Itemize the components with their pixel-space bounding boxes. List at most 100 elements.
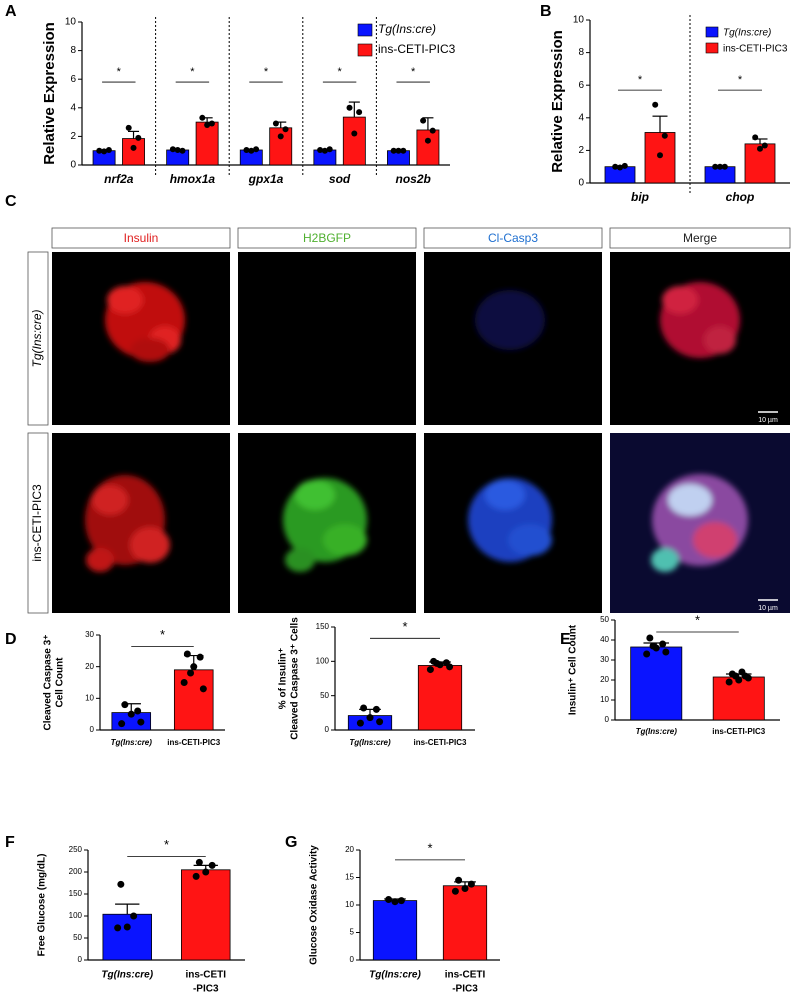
x-tick-label: ins-CETI-PIC3	[167, 738, 220, 747]
y-tick-label: 200	[69, 867, 83, 876]
annotation: *	[337, 66, 342, 78]
y-tick-label: 10	[345, 900, 354, 909]
data-point	[649, 642, 657, 650]
data-point	[717, 163, 723, 170]
y-tick-label: 8	[578, 47, 584, 58]
column-header-box	[423, 227, 603, 249]
data-point	[105, 146, 112, 153]
row-header: Tg(Ins:cre)	[30, 309, 44, 367]
y-tick-label: 15	[345, 873, 354, 882]
y-tick-label: 0	[90, 725, 95, 734]
data-point	[130, 144, 137, 151]
data-point	[282, 126, 289, 133]
data-point	[130, 912, 138, 920]
x-tick-label: nos2b	[396, 172, 431, 186]
bar	[195, 121, 219, 166]
data-point	[134, 707, 142, 715]
data-point	[360, 704, 368, 712]
data-point	[366, 714, 374, 722]
y-tick-label: 8	[70, 45, 76, 56]
y-axis-label: Cleaved Caspase 3⁺	[43, 635, 54, 731]
data-point	[643, 650, 651, 658]
y-tick-label: 250	[69, 845, 83, 854]
y-tick-label: 2	[70, 131, 76, 142]
data-point	[725, 678, 733, 686]
data-point	[420, 117, 427, 124]
data-point	[204, 121, 211, 128]
bar	[372, 900, 418, 961]
data-point	[346, 104, 353, 111]
x-tick-label: ins-CETI-PIC3	[414, 738, 467, 747]
data-point	[183, 650, 191, 658]
data-point	[187, 669, 195, 677]
data-point	[424, 137, 431, 144]
data-point	[461, 885, 469, 892]
y-tick-label: 0	[578, 178, 584, 189]
y-axis-label: Cleaved Caspase 3⁺ Cells	[290, 617, 301, 740]
annotation: *	[738, 74, 743, 86]
data-point	[179, 147, 186, 154]
data-point	[376, 718, 384, 726]
data-point	[652, 101, 659, 108]
y-tick-label: 0	[350, 955, 355, 964]
data-point	[646, 634, 654, 642]
data-point	[612, 163, 619, 170]
x-tick-label: nrf2a	[104, 172, 134, 186]
x-tick-label: -PIC3	[193, 984, 219, 995]
column-header: H2BGFP	[303, 231, 351, 245]
data-point	[326, 146, 333, 153]
column-header-box	[51, 227, 231, 249]
data-point	[752, 134, 759, 141]
bar	[102, 913, 152, 961]
annotation: *	[695, 612, 700, 627]
data-point	[659, 640, 667, 648]
data-point	[400, 147, 407, 154]
y-tick-label: 0	[325, 725, 330, 734]
data-point	[426, 666, 434, 674]
data-point	[196, 653, 204, 661]
column-header: Cl-Casp3	[488, 231, 538, 245]
data-point	[248, 147, 255, 154]
data-point	[661, 132, 668, 139]
data-point	[372, 705, 380, 713]
annotation: *	[638, 74, 643, 86]
data-point	[123, 923, 131, 931]
y-tick-label: 10	[85, 693, 94, 702]
data-point	[356, 719, 364, 727]
annotation: *	[427, 840, 432, 855]
legend-swatch	[705, 42, 719, 54]
scale-bar-label: 10 µm	[758, 605, 778, 612]
y-tick-label: 20	[85, 662, 94, 671]
bar	[442, 885, 488, 961]
panel-label: C	[5, 193, 17, 210]
bar	[122, 138, 145, 166]
data-point	[202, 868, 210, 876]
legend-swatch	[357, 43, 373, 57]
x-tick-label: chop	[726, 190, 755, 204]
bar	[269, 127, 293, 166]
data-point	[429, 127, 436, 134]
y-tick-label: 4	[578, 112, 584, 123]
row-header-box	[27, 432, 49, 614]
y-tick-label: 0	[605, 715, 610, 724]
bar	[712, 676, 765, 721]
legend-label: Tg(Ins:cre)	[723, 28, 771, 39]
data-point	[757, 145, 763, 152]
panel-label: E	[560, 631, 571, 648]
data-point	[732, 672, 740, 680]
column-header-box	[609, 227, 791, 249]
data-point	[446, 663, 454, 671]
y-tick-label: 30	[85, 630, 94, 639]
y-tick-label: 50	[73, 933, 82, 942]
row-header-box	[27, 251, 49, 426]
x-tick-label: Tg(Ins:cre)	[369, 970, 421, 981]
y-tick-label: 100	[316, 656, 330, 665]
y-axis-label: Cell Count	[55, 657, 66, 708]
x-tick-label: sod	[329, 172, 351, 186]
bar	[342, 116, 366, 166]
y-axis-label: % of Insulin⁺	[278, 648, 289, 709]
annotation: *	[411, 66, 416, 78]
scale-bar-label: 10 µm	[758, 417, 778, 424]
x-tick-label: hmox1a	[170, 172, 216, 186]
data-point	[243, 146, 250, 153]
